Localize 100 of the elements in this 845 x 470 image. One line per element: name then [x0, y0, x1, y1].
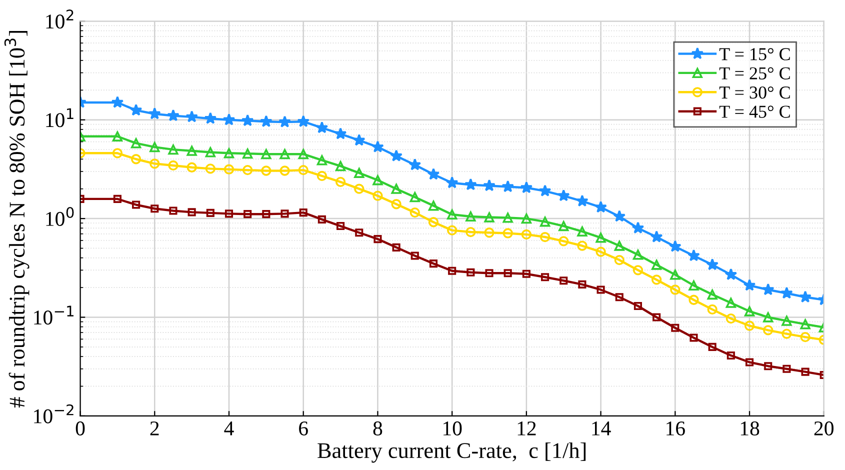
point [150, 142, 160, 152]
point [390, 150, 402, 162]
point [724, 268, 738, 280]
point [652, 313, 661, 322]
point [596, 286, 605, 294]
point [280, 210, 289, 218]
point [352, 134, 366, 146]
point [186, 110, 198, 122]
point [594, 200, 607, 213]
point [614, 240, 624, 251]
point [670, 270, 680, 280]
point [391, 199, 402, 210]
point [428, 217, 439, 228]
point [316, 170, 328, 182]
point [168, 144, 178, 155]
point [690, 334, 698, 342]
point [261, 166, 272, 176]
point [372, 175, 383, 186]
point [168, 160, 178, 171]
point [113, 194, 122, 203]
point [316, 155, 328, 166]
point [224, 164, 234, 174]
point [708, 342, 716, 351]
point [799, 290, 812, 302]
x-tick-label: 6 [299, 421, 308, 436]
point [577, 240, 588, 251]
point [632, 222, 644, 234]
point [522, 270, 530, 278]
point [132, 200, 140, 209]
point [242, 164, 253, 176]
point [446, 176, 458, 188]
point [782, 316, 792, 326]
point [763, 312, 774, 322]
point [651, 274, 662, 285]
point [615, 293, 624, 302]
point [260, 115, 272, 127]
point [540, 232, 550, 242]
y-tick-label: 10$^{−2}$ [34, 404, 74, 424]
x-tick-label: 18 [740, 421, 760, 436]
point [447, 209, 458, 220]
point [130, 104, 142, 116]
point [743, 278, 756, 291]
point [150, 204, 159, 213]
point [316, 121, 328, 134]
point [688, 280, 699, 291]
point [130, 154, 142, 164]
point [205, 147, 216, 158]
point [668, 240, 682, 252]
point [334, 127, 347, 140]
x-tick-label: 14 [592, 422, 611, 436]
point [706, 258, 719, 270]
point [650, 230, 663, 242]
point [466, 226, 476, 238]
point [262, 210, 270, 218]
point [613, 210, 626, 222]
point [428, 200, 439, 211]
point [204, 112, 217, 124]
point [224, 148, 234, 158]
point [410, 207, 420, 218]
point [762, 283, 774, 296]
point [671, 324, 680, 332]
point [578, 280, 586, 288]
point [429, 260, 438, 268]
point [297, 115, 310, 127]
point [632, 250, 644, 260]
point [391, 184, 402, 194]
point [206, 208, 214, 217]
point [111, 96, 124, 108]
point [521, 213, 532, 224]
point [241, 114, 254, 126]
point [520, 181, 533, 194]
point [502, 228, 513, 238]
point [577, 226, 588, 237]
point [447, 225, 458, 236]
point [780, 286, 793, 299]
point [540, 216, 550, 227]
y-tick-label: 10$^{−1}$ [34, 306, 74, 325]
point [557, 189, 570, 202]
point [148, 107, 161, 120]
point [299, 208, 308, 217]
point [335, 176, 346, 187]
point [558, 220, 569, 232]
point [688, 294, 699, 305]
legend-label: T = 15° C [719, 48, 790, 60]
point [800, 319, 810, 330]
point [744, 320, 755, 331]
point [614, 254, 624, 266]
x-axis-title: Battery current C-rate, c [1/h] [318, 442, 586, 463]
point [558, 236, 569, 246]
point [782, 328, 792, 339]
point [112, 148, 123, 158]
point [634, 302, 642, 310]
point [744, 306, 755, 316]
point [278, 116, 291, 128]
point [448, 266, 456, 275]
point [745, 358, 754, 366]
point [335, 161, 346, 172]
point [354, 168, 364, 178]
y-axis-title: # of roundtrip cycles N to 80% SOH [10$^{3}$] [4, 30, 30, 408]
point [502, 180, 514, 192]
